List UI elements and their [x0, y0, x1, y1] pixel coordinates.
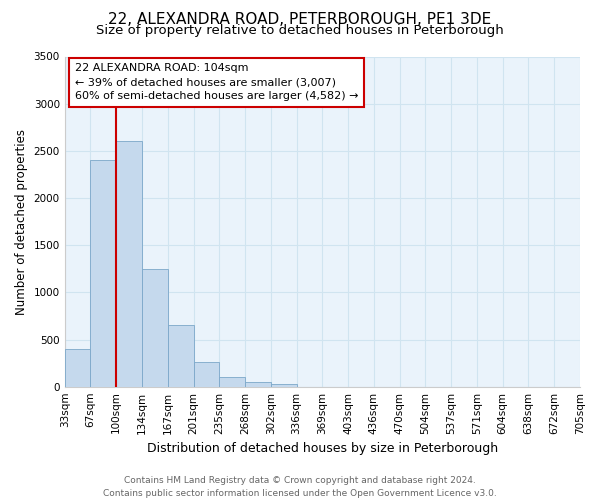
- Bar: [219, 377, 245, 386]
- Text: 22 ALEXANDRA ROAD: 104sqm
← 39% of detached houses are smaller (3,007)
60% of se: 22 ALEXANDRA ROAD: 104sqm ← 39% of detac…: [75, 63, 358, 101]
- Bar: [168, 326, 193, 386]
- Bar: [65, 349, 91, 387]
- Text: 22, ALEXANDRA ROAD, PETERBOROUGH, PE1 3DE: 22, ALEXANDRA ROAD, PETERBOROUGH, PE1 3D…: [109, 12, 491, 28]
- Text: Contains HM Land Registry data © Crown copyright and database right 2024.
Contai: Contains HM Land Registry data © Crown c…: [103, 476, 497, 498]
- Bar: [193, 362, 219, 386]
- Bar: [91, 160, 116, 386]
- Bar: [271, 384, 296, 386]
- Bar: [245, 382, 271, 386]
- Y-axis label: Number of detached properties: Number of detached properties: [15, 128, 28, 314]
- Bar: [116, 142, 142, 386]
- Bar: [142, 269, 168, 386]
- Text: Size of property relative to detached houses in Peterborough: Size of property relative to detached ho…: [96, 24, 504, 37]
- X-axis label: Distribution of detached houses by size in Peterborough: Distribution of detached houses by size …: [147, 442, 498, 455]
